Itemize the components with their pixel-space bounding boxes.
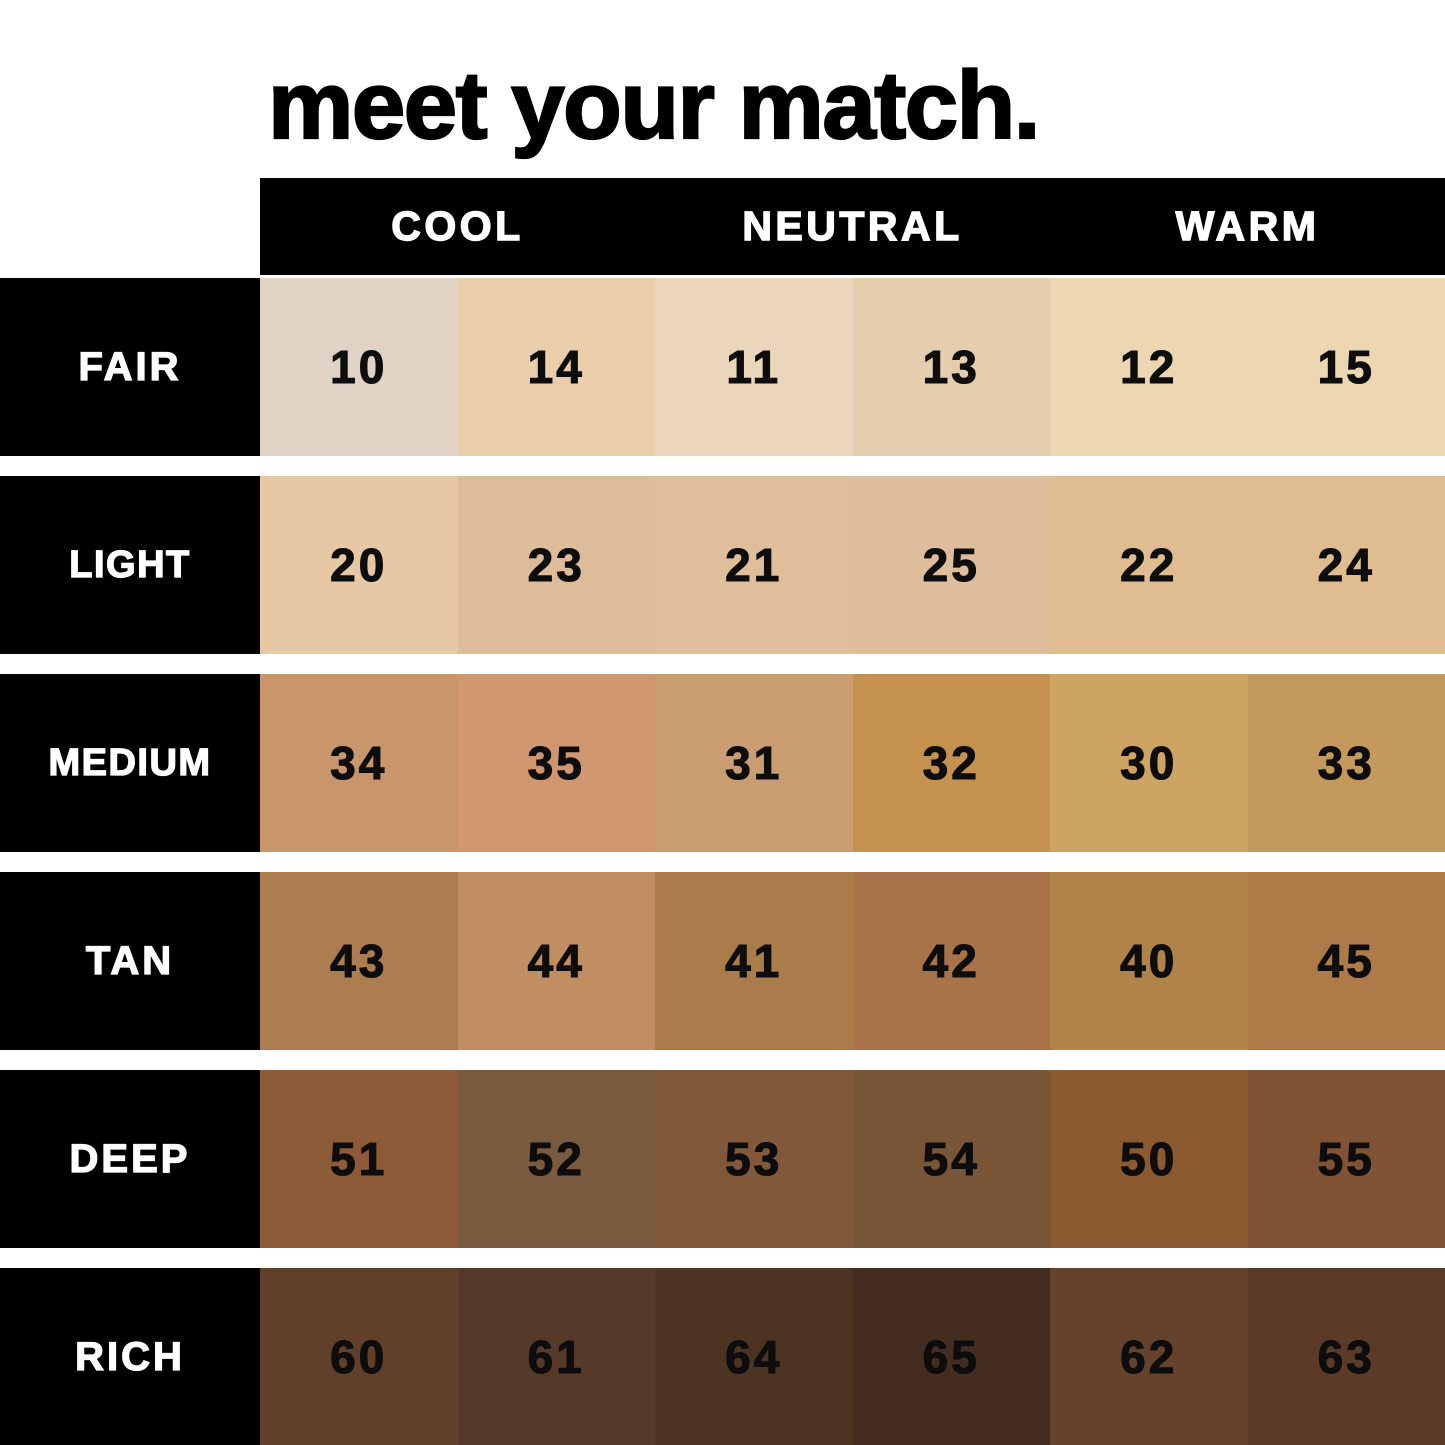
shade-swatch-65[interactable]: 65 [852,1268,1050,1445]
shade-number: 43 [330,934,388,987]
row-label-rich: RICH [0,1268,260,1445]
shade-swatch-64[interactable]: 64 [655,1268,853,1445]
shade-swatch-11[interactable]: 11 [655,278,853,456]
shade-number: 21 [725,538,783,591]
shade-number: 15 [1317,340,1375,393]
shade-swatch-22[interactable]: 22 [1050,476,1248,654]
shade-number: 44 [527,934,585,987]
shade-row: MEDIUM 34 35 31 32 30 33 [0,674,1445,852]
shade-number: 52 [527,1132,585,1185]
shade-number: 54 [922,1132,980,1185]
shade-swatch-55[interactable]: 55 [1247,1070,1445,1248]
shade-row: LIGHT 20 23 21 25 22 24 [0,476,1445,654]
shade-swatch-12[interactable]: 12 [1050,278,1248,456]
shade-swatch-40[interactable]: 40 [1050,872,1248,1050]
shade-number: 35 [527,736,585,789]
shade-number: 22 [1120,538,1178,591]
shade-number: 10 [330,340,388,393]
shade-swatch-42[interactable]: 42 [852,872,1050,1050]
shade-swatch-33[interactable]: 33 [1247,674,1445,852]
shade-swatch-41[interactable]: 41 [655,872,853,1050]
shade-swatch-34[interactable]: 34 [260,674,458,852]
row-label-deep: DEEP [0,1070,260,1248]
tone-header-cool: COOL [391,202,524,249]
shade-swatch-31[interactable]: 31 [655,674,853,852]
shade-number: 20 [330,538,388,591]
swatch-strip: 43 44 41 42 40 45 [260,872,1445,1050]
row-label-light: LIGHT [0,476,260,654]
shade-number: 41 [725,934,783,987]
shade-number: 51 [330,1132,388,1185]
shade-number: 62 [1120,1330,1178,1383]
shade-number: 60 [330,1330,388,1383]
shade-number: 64 [725,1330,783,1383]
swatch-strip: 60 61 64 65 62 63 [260,1268,1445,1445]
shade-swatch-30[interactable]: 30 [1050,674,1248,852]
page-title: meet your match. [267,52,1042,159]
shade-number: 12 [1120,340,1178,393]
shade-number: 24 [1317,538,1375,591]
shade-row: TAN 43 44 41 42 40 45 [0,872,1445,1050]
shade-swatch-60[interactable]: 60 [260,1268,458,1445]
tone-header-row: COOL NEUTRAL WARM [260,178,1445,275]
shade-swatch-50[interactable]: 50 [1050,1070,1248,1248]
tone-header-warm: WARM [1175,202,1320,249]
shade-number: 45 [1317,934,1375,987]
shade-number: 14 [527,340,585,393]
shade-number: 31 [725,736,783,789]
shade-number: 65 [922,1330,980,1383]
shade-number: 63 [1317,1330,1375,1383]
shade-number: 55 [1317,1132,1375,1185]
shade-number: 23 [527,538,585,591]
shade-swatch-54[interactable]: 54 [852,1070,1050,1248]
shade-swatch-25[interactable]: 25 [852,476,1050,654]
shade-number: 30 [1120,736,1178,789]
shade-number: 40 [1120,934,1178,987]
row-label-tan: TAN [0,872,260,1050]
shade-swatch-14[interactable]: 14 [457,278,655,456]
shade-swatch-23[interactable]: 23 [457,476,655,654]
shade-swatch-21[interactable]: 21 [655,476,853,654]
shade-swatch-61[interactable]: 61 [457,1268,655,1445]
shade-row: FAIR 10 14 11 13 12 15 [0,278,1445,456]
swatch-strip: 20 23 21 25 22 24 [260,476,1445,654]
shade-swatch-43[interactable]: 43 [260,872,458,1050]
shade-number: 11 [726,340,782,393]
swatch-strip: 51 52 53 54 50 55 [260,1070,1445,1248]
shade-number: 61 [527,1330,585,1383]
row-label-medium: MEDIUM [0,674,260,852]
shade-number: 42 [922,934,980,987]
shade-swatch-10[interactable]: 10 [260,278,458,456]
tone-header-neutral: NEUTRAL [742,202,963,249]
shade-swatch-63[interactable]: 63 [1247,1268,1445,1445]
shade-number: 33 [1317,736,1375,789]
swatch-strip: 10 14 11 13 12 15 [260,278,1445,456]
shade-swatch-13[interactable]: 13 [852,278,1050,456]
shade-number: 32 [922,736,980,789]
shade-number: 53 [725,1132,783,1185]
shade-number: 13 [922,340,980,393]
shade-swatch-53[interactable]: 53 [655,1070,853,1248]
shade-swatch-35[interactable]: 35 [457,674,655,852]
shade-swatch-15[interactable]: 15 [1247,278,1445,456]
row-label-fair: FAIR [0,278,260,456]
shade-swatch-20[interactable]: 20 [260,476,458,654]
shade-number: 25 [922,538,980,591]
shade-swatch-32[interactable]: 32 [852,674,1050,852]
shade-swatch-62[interactable]: 62 [1050,1268,1248,1445]
shade-row: DEEP 51 52 53 54 50 55 [0,1070,1445,1248]
shade-number: 50 [1120,1132,1178,1185]
shade-swatch-44[interactable]: 44 [457,872,655,1050]
swatch-strip: 34 35 31 32 30 33 [260,674,1445,852]
shade-swatch-45[interactable]: 45 [1247,872,1445,1050]
shade-number: 34 [330,736,388,789]
shade-swatch-52[interactable]: 52 [457,1070,655,1248]
shade-swatch-24[interactable]: 24 [1247,476,1445,654]
shade-row: RICH 60 61 64 65 62 63 [0,1268,1445,1445]
shade-swatch-51[interactable]: 51 [260,1070,458,1248]
